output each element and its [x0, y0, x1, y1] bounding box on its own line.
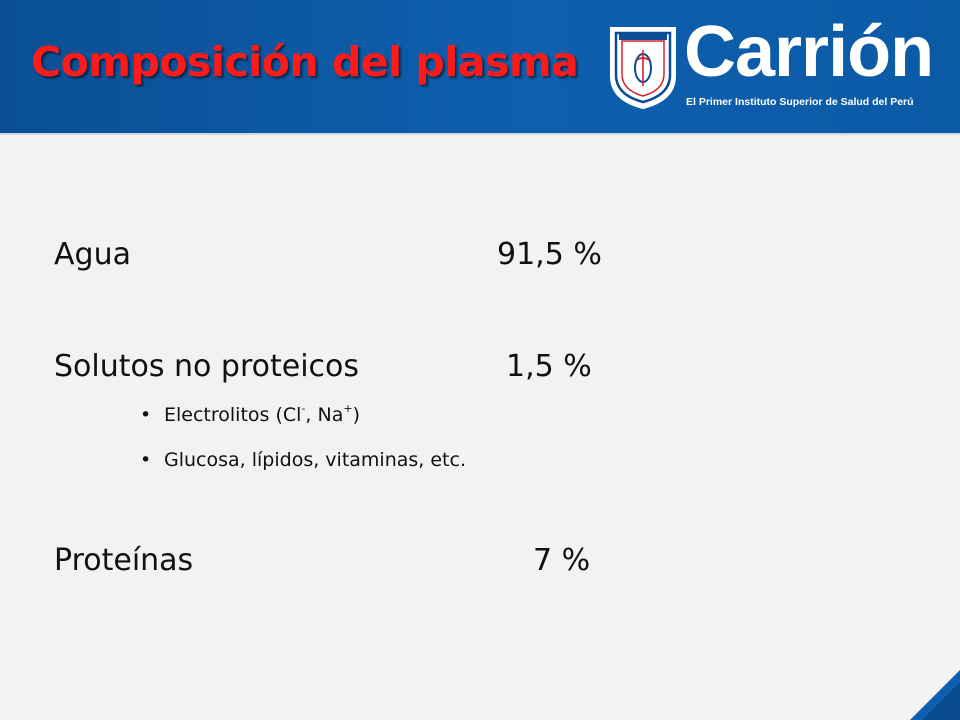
bullet-text-1a: Electrolitos (Cl: [164, 404, 302, 426]
row-value-proteinas: 7 %: [533, 543, 591, 578]
row-label-solutos: Solutos no proteicos: [54, 349, 360, 384]
bullet-text-1c: ): [352, 404, 360, 426]
row-label-proteinas: Proteínas: [54, 543, 194, 578]
bullet-icon: •: [140, 404, 152, 426]
bullet-item-glucosa: • Glucosa, lípidos, vitaminas, etc.: [140, 451, 466, 470]
slide-body: Agua 91,5 % Solutos no proteicos 1,5 % •…: [0, 133, 960, 720]
row-label-agua: Agua: [54, 237, 131, 272]
sodium-charge: +: [343, 402, 353, 415]
slide-title: Composición del plasma: [31, 38, 579, 86]
brand-tagline: El Primer Instituto Superior de Salud de…: [686, 96, 914, 108]
corner-decoration: [910, 670, 960, 720]
row-value-agua: 91,5 %: [497, 237, 602, 272]
bullet-text-2: Glucosa, lípidos, vitaminas, etc.: [164, 449, 466, 471]
brand-name: Carrión: [684, 12, 934, 92]
chloride-charge: -: [301, 402, 306, 415]
slide-header: Composición del plasma Carrión El Primer…: [0, 0, 960, 135]
bullet-icon: •: [140, 449, 152, 471]
row-value-solutos: 1,5 %: [506, 349, 592, 384]
institute-crest-logo: [610, 27, 676, 110]
bullet-item-electrolitos: • Electrolitos (Cl-, Na+): [140, 403, 360, 426]
bullet-text-1b: , Na: [305, 404, 344, 426]
